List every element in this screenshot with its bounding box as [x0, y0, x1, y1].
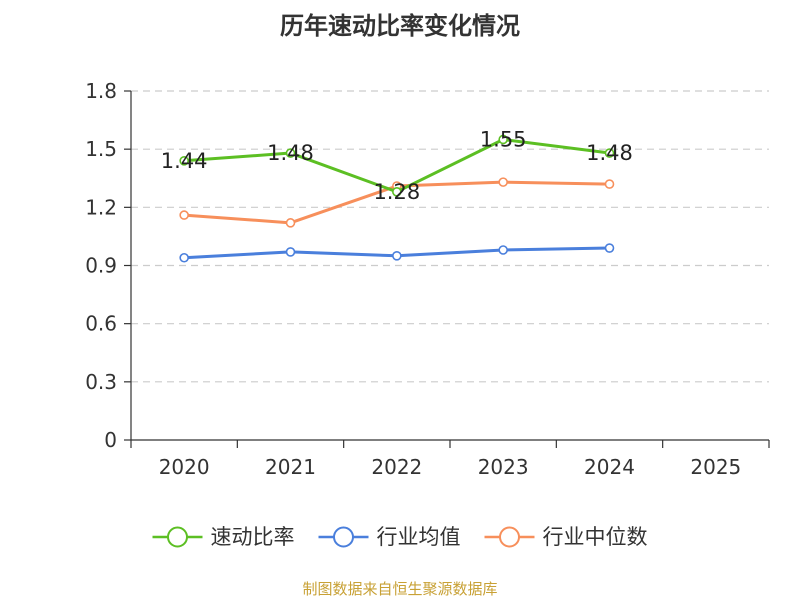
data-label: 1.28: [373, 180, 420, 204]
source-note: 制图数据来自恒生聚源数据库: [302, 580, 498, 598]
data-point[interactable]: [179, 252, 189, 263]
legend-item[interactable]: 速动比率: [152, 525, 295, 549]
data-point[interactable]: [285, 218, 296, 228]
data-point[interactable]: [498, 245, 508, 255]
data-point[interactable]: [604, 148, 615, 158]
legend[interactable]: 速动比率 行业均值 行业中位数: [152, 525, 648, 549]
data-point[interactable]: [604, 243, 615, 253]
data-point[interactable]: [498, 177, 508, 187]
x-tick-label: 2025: [690, 455, 741, 479]
legend-marker: [167, 526, 188, 548]
data-label: 1.48: [586, 141, 633, 165]
x-tick-label: 2023: [478, 455, 529, 479]
y-tick-label: 0.3: [85, 370, 117, 394]
legend-item[interactable]: 行业中位数: [484, 525, 648, 549]
data-point[interactable]: [285, 148, 296, 158]
x-tick-label: 2022: [371, 455, 422, 479]
y-tick-label: 0: [104, 428, 117, 452]
y-tick-label: 1.2: [85, 195, 117, 219]
legend-label: 行业均值: [377, 525, 461, 549]
series-lines: [179, 134, 615, 263]
y-tick-label: 1.5: [85, 137, 117, 161]
data-label: 1.55: [480, 127, 527, 151]
data-label: 1.44: [161, 149, 208, 173]
data-point[interactable]: [392, 251, 402, 261]
y-tick-label: 0.9: [85, 254, 117, 278]
data-label: 1.48: [267, 141, 314, 165]
y-tick-label: 0.6: [85, 312, 117, 336]
legend-label: 行业中位数: [543, 525, 648, 549]
data-labels: 1.44 1.48 1.28 1.55 1.48: [161, 127, 633, 203]
data-point[interactable]: [179, 210, 189, 220]
x-tick-label: 2020: [159, 455, 210, 479]
legend-marker: [499, 526, 520, 548]
axes: 0 0.3 0.6 0.9 1.2 1.5 1.8 2020 2021 2022 2023 2024 2…: [85, 79, 770, 479]
data-point[interactable]: [179, 156, 189, 166]
x-tick-label: 2021: [265, 455, 316, 479]
data-point[interactable]: [285, 247, 296, 257]
data-point[interactable]: [392, 187, 402, 197]
legend-marker: [333, 526, 354, 548]
gridlines: [131, 90, 769, 383]
legend-item[interactable]: 行业均值: [318, 525, 461, 549]
legend-label: 速动比率: [211, 525, 295, 549]
data-point[interactable]: [604, 179, 615, 189]
chart-title: 历年速动比率变化情况: [280, 12, 520, 40]
x-tick-label: 2024: [584, 455, 635, 479]
data-point[interactable]: [498, 134, 508, 145]
y-tick-label: 1.8: [85, 79, 117, 103]
